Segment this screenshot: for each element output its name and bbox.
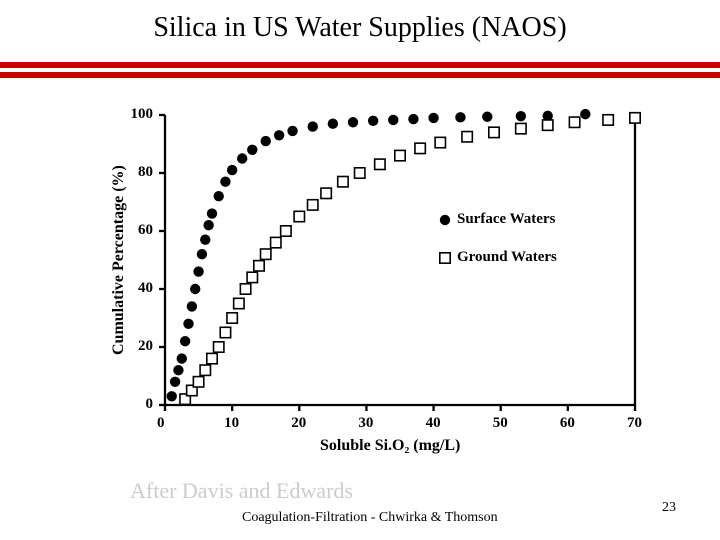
y-tick-label: 20: [138, 338, 153, 355]
y-tick-label: 0: [146, 396, 154, 413]
x-tick-label: 30: [358, 415, 373, 432]
x-axis-label: Soluble Si.O₂ (mg/L): [320, 437, 460, 455]
y-tick-label: 40: [138, 280, 153, 297]
footer-text: Coagulation-Filtration - Chwirka & Thoms…: [242, 510, 498, 526]
y-tick-label: 100: [131, 106, 154, 123]
x-tick-label: 20: [291, 415, 306, 432]
x-tick-label: 40: [426, 415, 441, 432]
cumulative-silica-chart: [0, 0, 720, 540]
source-caption: After Davis and Edwards: [130, 478, 353, 504]
x-tick-label: 60: [560, 415, 575, 432]
y-tick-label: 60: [138, 222, 153, 239]
legend-surface-waters: Surface Waters: [457, 211, 555, 228]
y-axis-label: Cumulative Percentage (%): [110, 165, 128, 355]
page-number: 23: [662, 500, 676, 516]
y-tick-label: 80: [138, 164, 153, 181]
x-tick-label: 0: [157, 415, 165, 432]
x-tick-label: 50: [493, 415, 508, 432]
legend-ground-waters: Ground Waters: [457, 249, 557, 266]
x-tick-label: 10: [224, 415, 239, 432]
x-tick-label: 70: [627, 415, 642, 432]
